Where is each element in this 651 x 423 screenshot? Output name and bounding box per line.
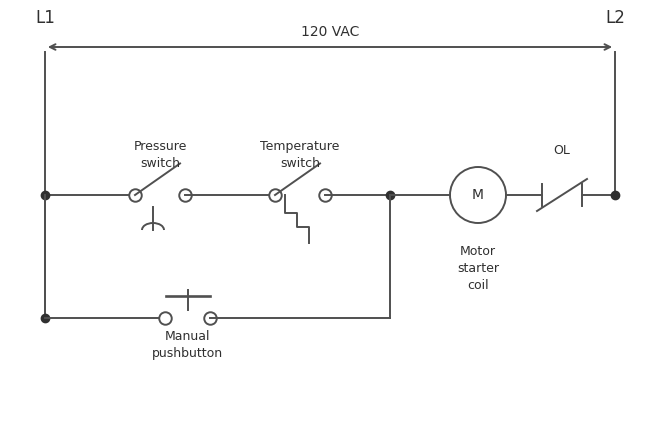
Text: Pressure
switch: Pressure switch: [133, 140, 187, 170]
Text: 120 VAC: 120 VAC: [301, 25, 359, 39]
Text: Manual
pushbutton: Manual pushbutton: [152, 330, 223, 360]
Text: L1: L1: [35, 9, 55, 27]
Text: M: M: [472, 188, 484, 202]
Text: L2: L2: [605, 9, 625, 27]
Text: Motor
starter
coil: Motor starter coil: [457, 245, 499, 292]
Text: OL: OL: [553, 144, 570, 157]
Text: Temperature
switch: Temperature switch: [260, 140, 340, 170]
